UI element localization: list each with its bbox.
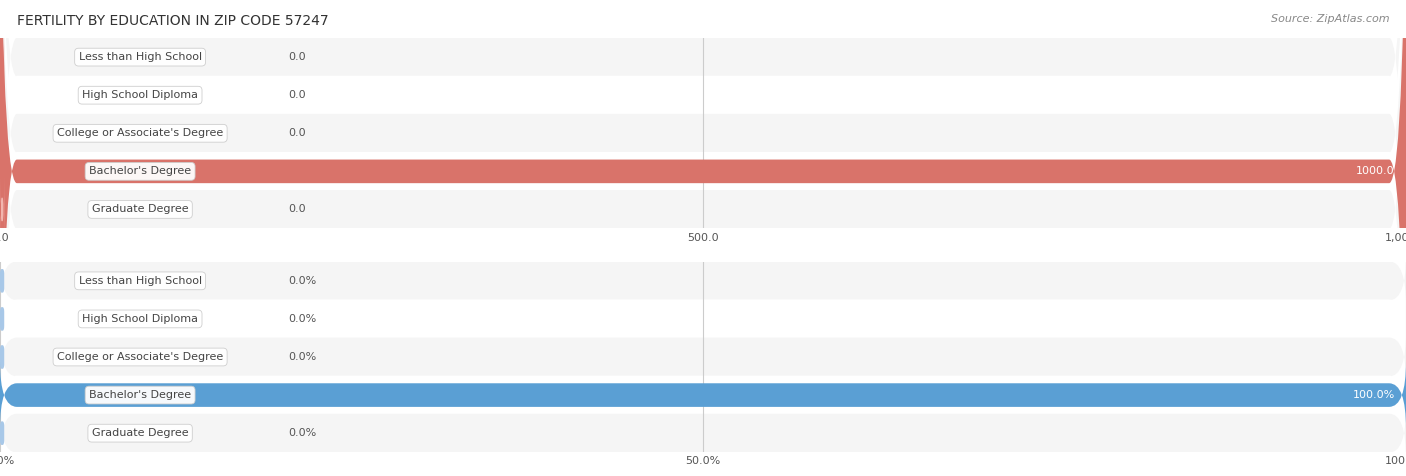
FancyBboxPatch shape (0, 23, 4, 91)
FancyBboxPatch shape (0, 421, 4, 445)
Text: 0.0%: 0.0% (288, 276, 316, 286)
Text: Graduate Degree: Graduate Degree (91, 428, 188, 438)
FancyBboxPatch shape (0, 176, 4, 243)
FancyBboxPatch shape (0, 345, 4, 369)
Text: 0.0%: 0.0% (288, 428, 316, 438)
FancyBboxPatch shape (0, 307, 4, 331)
Text: 1000.0: 1000.0 (1357, 166, 1395, 177)
Text: Bachelor's Degree: Bachelor's Degree (89, 390, 191, 400)
Text: 0.0: 0.0 (288, 128, 307, 139)
Text: College or Associate's Degree: College or Associate's Degree (58, 128, 224, 139)
FancyBboxPatch shape (0, 255, 1406, 307)
FancyBboxPatch shape (0, 361, 1406, 429)
FancyBboxPatch shape (0, 61, 4, 129)
Text: Bachelor's Degree: Bachelor's Degree (89, 166, 191, 177)
Text: 0.0: 0.0 (288, 52, 307, 62)
Text: 0.0: 0.0 (288, 90, 307, 100)
Text: High School Diploma: High School Diploma (82, 314, 198, 324)
FancyBboxPatch shape (0, 331, 1406, 383)
Text: 0.0%: 0.0% (288, 314, 316, 324)
Text: College or Associate's Degree: College or Associate's Degree (58, 352, 224, 362)
FancyBboxPatch shape (0, 99, 4, 167)
Text: Source: ZipAtlas.com: Source: ZipAtlas.com (1271, 14, 1389, 24)
Text: Less than High School: Less than High School (79, 52, 201, 62)
Text: 100.0%: 100.0% (1353, 390, 1395, 400)
FancyBboxPatch shape (0, 269, 4, 293)
Text: 0.0%: 0.0% (288, 352, 316, 362)
Text: High School Diploma: High School Diploma (82, 90, 198, 100)
FancyBboxPatch shape (0, 293, 1406, 345)
FancyBboxPatch shape (0, 407, 1406, 459)
Text: FERTILITY BY EDUCATION IN ZIP CODE 57247: FERTILITY BY EDUCATION IN ZIP CODE 57247 (17, 14, 329, 28)
Text: 0.0: 0.0 (288, 204, 307, 215)
Text: Less than High School: Less than High School (79, 276, 201, 286)
FancyBboxPatch shape (0, 369, 1406, 421)
Text: Graduate Degree: Graduate Degree (91, 204, 188, 215)
